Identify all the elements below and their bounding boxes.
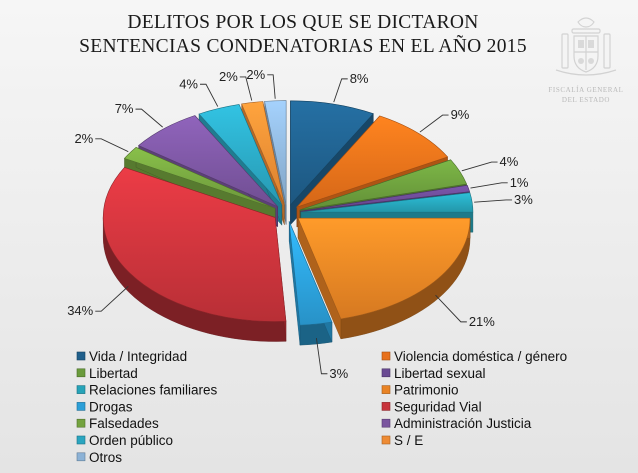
legend-label: Libertad bbox=[89, 366, 138, 381]
data-label-relaciones-familiares: 3% bbox=[514, 192, 533, 207]
seal-line-1: FISCALÍA GENERAL bbox=[548, 86, 623, 94]
leader-line-s-e bbox=[239, 76, 253, 101]
leader-line-patrimonio bbox=[435, 294, 467, 323]
data-label-falsedades: 2% bbox=[74, 131, 93, 146]
leader-line-seguridad-vial bbox=[95, 286, 129, 312]
legend-item-s-e: S / E bbox=[381, 433, 423, 448]
leader-line-falsedades bbox=[95, 138, 129, 153]
legend-label: Relaciones familiares bbox=[89, 383, 218, 398]
legend-swatch bbox=[381, 385, 391, 394]
data-label-administracion-justicia: 7% bbox=[115, 101, 134, 116]
pie-slice-seguridad-vial bbox=[102, 167, 287, 342]
legend-swatch bbox=[76, 385, 86, 394]
legend-label: Vida / Integridad bbox=[89, 349, 187, 364]
legend-item-falsedades: Falsedades bbox=[76, 416, 159, 431]
seal-line-2: DEL ESTADO bbox=[562, 96, 610, 104]
legend-label: Seguridad Vial bbox=[394, 399, 482, 414]
leader-line-libertad bbox=[461, 161, 498, 172]
data-label-drogas: 3% bbox=[329, 366, 348, 381]
leader-line-relaciones-familiares bbox=[474, 199, 513, 203]
legend-item-libertad: Libertad bbox=[76, 366, 138, 381]
chart-title-line-2: SENTENCIAS CONDENATORIAS EN EL AÑO 2015 bbox=[79, 35, 527, 57]
legend-label: Falsedades bbox=[89, 416, 159, 431]
legend-item-vida-integridad: Vida / Integridad bbox=[76, 349, 187, 364]
legend-swatch bbox=[76, 435, 86, 445]
legend-label: Administración Justicia bbox=[394, 416, 532, 431]
legend-swatch bbox=[381, 351, 391, 361]
leader-line-otros bbox=[267, 74, 276, 99]
data-label-orden-publico: 4% bbox=[179, 76, 198, 91]
legend-swatch bbox=[381, 368, 391, 378]
data-label-seguridad-vial: 34% bbox=[67, 303, 93, 318]
leader-line-orden-publico bbox=[200, 83, 219, 107]
legend-swatch bbox=[76, 452, 86, 462]
data-label-patrimonio: 21% bbox=[469, 314, 495, 329]
legend-item-violencia-domestica-genero: Violencia doméstica / género bbox=[381, 349, 567, 364]
legend-swatch bbox=[76, 418, 86, 428]
legend-label: Violencia doméstica / género bbox=[394, 349, 567, 364]
chart-title-line-1: DELITOS POR LOS QUE SE DICTARON bbox=[127, 12, 478, 33]
data-label-otros: 2% bbox=[246, 67, 265, 82]
leader-line-libertad-sexual bbox=[470, 182, 508, 189]
legend-label: S / E bbox=[394, 433, 423, 448]
pie-slice-patrimonio bbox=[297, 217, 471, 340]
pie-slices bbox=[102, 100, 474, 346]
data-label-violencia-domestica-genero: 9% bbox=[451, 107, 470, 122]
legend: Vida / Integridad Violencia doméstica / g… bbox=[76, 349, 567, 465]
leader-line-vida-integridad bbox=[333, 78, 348, 103]
legend-label: Libertad sexual bbox=[394, 366, 486, 381]
legend-swatch bbox=[381, 402, 391, 411]
data-label-s-e: 2% bbox=[219, 69, 238, 84]
legend-label: Drogas bbox=[89, 399, 133, 414]
legend-swatch bbox=[76, 368, 86, 378]
legend-item-drogas: Drogas bbox=[76, 399, 133, 414]
legend-item-relaciones-familiares: Relaciones familiares bbox=[76, 383, 218, 398]
legend-item-administracion-justicia: Administración Justicia bbox=[381, 416, 532, 431]
data-label-vida-integridad: 8% bbox=[350, 71, 369, 86]
legend-label: Patrimonio bbox=[394, 383, 459, 398]
legend-swatch bbox=[381, 418, 391, 428]
legend-swatch bbox=[76, 351, 86, 361]
legend-item-patrimonio: Patrimonio bbox=[381, 383, 459, 398]
pie-slice-drogas bbox=[288, 221, 333, 346]
legend-label: Otros bbox=[89, 450, 122, 465]
pie-labels: 8% 9% 4% 1% 3% 21% 3% 34% 2% 7% 4% 2% 2% bbox=[67, 67, 533, 381]
legend-item-otros: Otros bbox=[76, 450, 122, 465]
leader-line-drogas bbox=[315, 337, 328, 375]
data-label-libertad-sexual: 1% bbox=[510, 175, 529, 190]
legend-label: Orden público bbox=[89, 433, 173, 448]
data-label-libertad: 4% bbox=[500, 154, 519, 169]
legend-item-libertad-sexual: Libertad sexual bbox=[381, 366, 486, 381]
coat-of-arms-icon bbox=[555, 17, 617, 76]
legend-item-seguridad-vial: Seguridad Vial bbox=[381, 399, 482, 414]
leader-line-administracion-justicia bbox=[135, 108, 163, 128]
legend-swatch bbox=[76, 402, 86, 411]
legend-swatch bbox=[381, 435, 391, 445]
leader-line-violencia-domestica-genero bbox=[419, 114, 449, 133]
legend-item-orden-publico: Orden público bbox=[76, 433, 173, 448]
